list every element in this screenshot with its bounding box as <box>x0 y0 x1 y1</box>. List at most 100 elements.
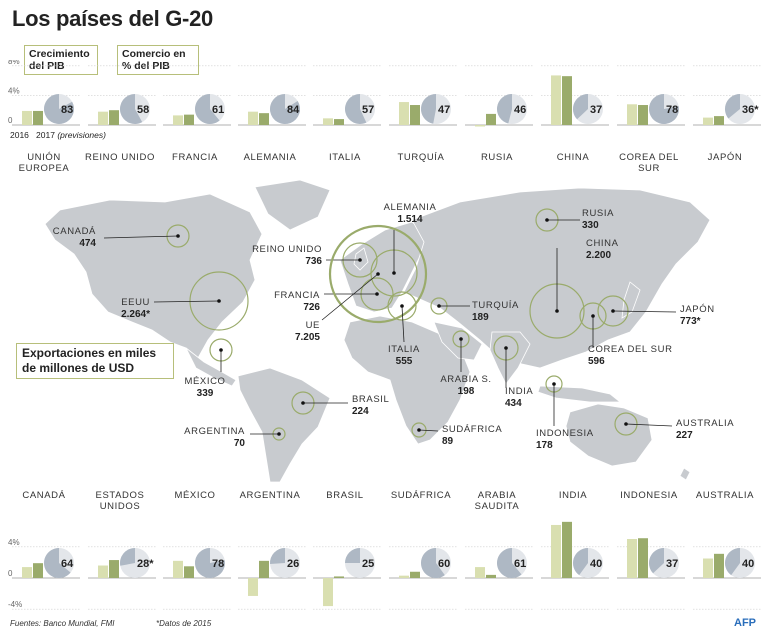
export-dot <box>217 299 221 303</box>
bar-2016 <box>627 104 637 125</box>
sources-note: Fuentes: Banco Mundial, FMI <box>10 619 115 628</box>
y-tick-label: 8% <box>8 60 20 66</box>
export-value-label: 189 <box>472 312 489 323</box>
export-country-label: INDIA <box>505 386 533 397</box>
bar-2017 <box>259 560 269 578</box>
export-dot <box>219 348 223 352</box>
legend-growth: Crecimiento del PIB <box>24 45 98 75</box>
export-country-label: AUSTRALIA <box>676 418 734 429</box>
export-dot <box>176 234 180 238</box>
export-circle <box>614 412 638 436</box>
export-country-label: REINO UNIDO <box>252 244 322 255</box>
trade-pct-label: 47 <box>438 104 450 116</box>
export-country-label: EEUU <box>121 297 150 308</box>
export-dot <box>545 218 549 222</box>
export-value-label: 773* <box>680 316 701 327</box>
export-dot <box>624 422 628 426</box>
trade-pie-slice <box>725 94 740 119</box>
export-country-label: CHINA <box>586 238 619 249</box>
connector-line <box>401 305 405 343</box>
bar-2017 <box>714 116 724 125</box>
trade-pie-slice <box>345 94 367 125</box>
country-label: TURQUÍA <box>397 152 445 163</box>
bar-2016 <box>22 567 32 578</box>
bar-2017 <box>184 114 194 125</box>
bar-2016 <box>475 567 485 578</box>
export-country-label: INDONESIA <box>536 428 594 439</box>
export-dot <box>358 258 362 262</box>
bar-2017 <box>638 538 648 578</box>
connector-line <box>612 310 677 313</box>
y-tick-label: -4% <box>8 600 22 609</box>
bar-2017 <box>109 110 119 125</box>
connector-line <box>418 429 439 432</box>
bar-2016 <box>173 115 183 125</box>
export-value-label: 7.205 <box>295 332 320 343</box>
export-value-label: 2.200 <box>586 250 611 261</box>
bar-2017 <box>410 571 420 578</box>
world-map: CANADÁ474EEUU2.264*MÉXICO339BRASIL224ARG… <box>44 179 734 482</box>
country-label: JAPÓN <box>707 152 743 163</box>
central-america-shape <box>185 347 237 387</box>
north-america-shape <box>44 193 263 359</box>
export-circle <box>387 291 417 321</box>
bar-2017 <box>334 119 344 125</box>
trade-pct-label: 26 <box>287 558 299 570</box>
bar-2017 <box>109 560 119 578</box>
export-country-label: ARGENTINA <box>184 426 245 437</box>
y-tick-label: 4% <box>8 86 20 95</box>
new-zealand-shape <box>679 467 691 481</box>
bar-2017 <box>486 113 496 125</box>
bar-2016 <box>475 125 485 127</box>
export-dot <box>277 432 281 436</box>
export-circle <box>189 271 249 331</box>
bar-2017 <box>259 113 269 125</box>
export-value-label: 736 <box>305 256 322 267</box>
bar-2016 <box>248 111 258 125</box>
trade-pie-slice <box>421 94 436 124</box>
trade-pct-label: 37 <box>666 558 678 570</box>
export-country-label: SUDÁFRICA <box>442 424 502 435</box>
bar-2017 <box>486 574 496 578</box>
trade-pie-slice <box>120 548 135 566</box>
europe-shape <box>339 221 429 313</box>
top-growth-trade-chart: 8% 4% 0 83 58 61 84 57 47 46 37 78 36* <box>8 60 761 127</box>
bar-2016 <box>98 111 108 125</box>
bar-2017 <box>33 563 43 578</box>
export-value-label: 434 <box>505 398 522 409</box>
trade-pie-slice <box>725 548 740 576</box>
export-value-label: 1.514 <box>397 214 422 225</box>
trade-pie-slice <box>195 548 226 578</box>
country-label: INDIA <box>558 490 588 501</box>
exports-legend: Exportaciones en miles de millones de US… <box>16 343 174 379</box>
trade-pie-slice <box>195 94 220 125</box>
export-country-label: JAPÓN <box>680 304 715 315</box>
country-label: REINO UNIDO <box>85 152 155 163</box>
trade-pct-label: 83 <box>61 104 73 116</box>
trade-pct-label: 36* <box>742 104 759 116</box>
bar-2017 <box>334 576 344 578</box>
country-label: BRASIL <box>326 490 364 501</box>
country-label: ALEMANIA <box>243 152 297 163</box>
export-dot <box>591 314 595 318</box>
bar-2016 <box>323 118 333 125</box>
trade-pct-label: 57 <box>362 104 374 116</box>
bar-2016 <box>703 117 713 125</box>
country-label: COREA DEL SUR <box>619 152 679 174</box>
export-dot <box>392 271 396 275</box>
bar-2017 <box>410 105 420 125</box>
country-label: ARABIA SAUDITA <box>474 490 520 512</box>
trade-pct-label: 64 <box>61 558 74 570</box>
connector-line <box>153 300 220 303</box>
export-dot <box>417 428 421 432</box>
export-value-label: 227 <box>676 430 693 441</box>
country-label: ITALIA <box>329 152 361 163</box>
